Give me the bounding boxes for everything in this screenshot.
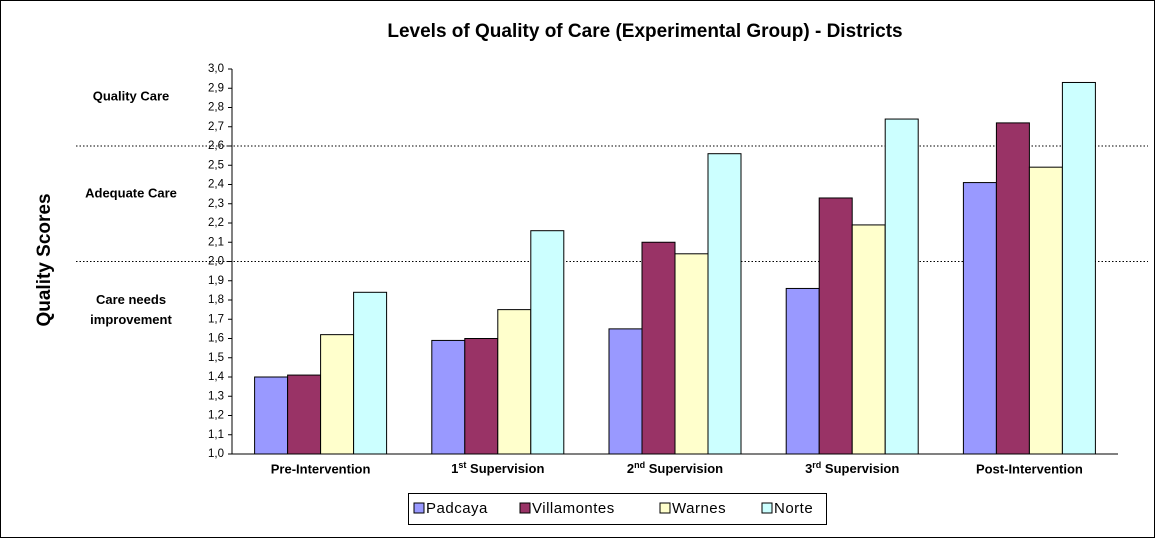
y-tick-label: 1,6 — [208, 333, 224, 345]
legend-swatch — [761, 502, 773, 514]
bar — [608, 328, 643, 455]
y-tick-label: 1,5 — [208, 352, 224, 364]
y-tick-label: 2,3 — [208, 198, 224, 210]
legend-box — [408, 493, 827, 525]
bar — [287, 374, 322, 455]
bar — [851, 224, 886, 455]
x-tick-label: 1st Supervision — [451, 460, 544, 476]
y-tick-label: 1,2 — [208, 410, 224, 422]
bar — [530, 230, 565, 455]
x-tick-label: Pre-Intervention — [271, 461, 371, 476]
band-label: Care needs improvement — [90, 292, 172, 327]
band-label: Quality Care — [93, 88, 170, 103]
bar — [353, 291, 388, 455]
band-label: Adequate Care — [85, 185, 177, 200]
bar — [641, 241, 676, 455]
legend-swatch — [519, 502, 531, 514]
bar — [884, 118, 919, 455]
y-tick-label: 2,4 — [208, 179, 225, 191]
chart-title: Levels of Quality of Care (Experimental … — [387, 21, 902, 42]
bar — [785, 287, 820, 455]
bar — [995, 122, 1030, 455]
y-tick-label: 2,9 — [208, 82, 224, 94]
x-tick-label: 3rd Supervision — [805, 460, 899, 476]
y-tick-label: 1,7 — [208, 313, 224, 325]
y-tick-label: 2,2 — [208, 217, 224, 229]
y-tick-label: 1,1 — [208, 429, 224, 441]
y-tick-label: 3,0 — [208, 63, 224, 75]
legend-label: Villamontes — [532, 500, 615, 517]
x-tick-label: Post-Intervention — [976, 461, 1083, 476]
legend-label: Padcaya — [426, 500, 488, 517]
bar — [497, 309, 532, 455]
bar — [818, 197, 853, 455]
y-tick-label: 2,1 — [208, 236, 224, 248]
legend-swatch — [413, 502, 425, 514]
legend-swatch — [659, 502, 671, 514]
y-tick-label: 2,8 — [208, 102, 224, 114]
legend-label: Warnes — [672, 500, 726, 517]
y-tick-label: 2,5 — [208, 159, 224, 171]
y-tick-label: 1,3 — [208, 390, 224, 402]
bar — [962, 182, 997, 455]
bar — [254, 376, 289, 455]
y-axis-label: Quality Scores — [34, 193, 55, 326]
legend-label: Norte — [774, 500, 813, 517]
y-tick-label: 1,4 — [208, 371, 225, 383]
bar — [707, 153, 742, 455]
bar — [1028, 166, 1063, 455]
y-tick-label: 2,7 — [208, 121, 224, 133]
y-tick-label: 1,8 — [208, 294, 224, 306]
x-tick-label: 2nd Supervision — [627, 460, 723, 476]
bar — [320, 334, 355, 455]
bar — [1061, 81, 1096, 455]
y-tick-label: 1,0 — [208, 448, 224, 460]
bar — [674, 253, 709, 455]
y-tick-label: 1,9 — [208, 275, 224, 287]
bar — [464, 338, 499, 455]
bar — [431, 339, 466, 455]
